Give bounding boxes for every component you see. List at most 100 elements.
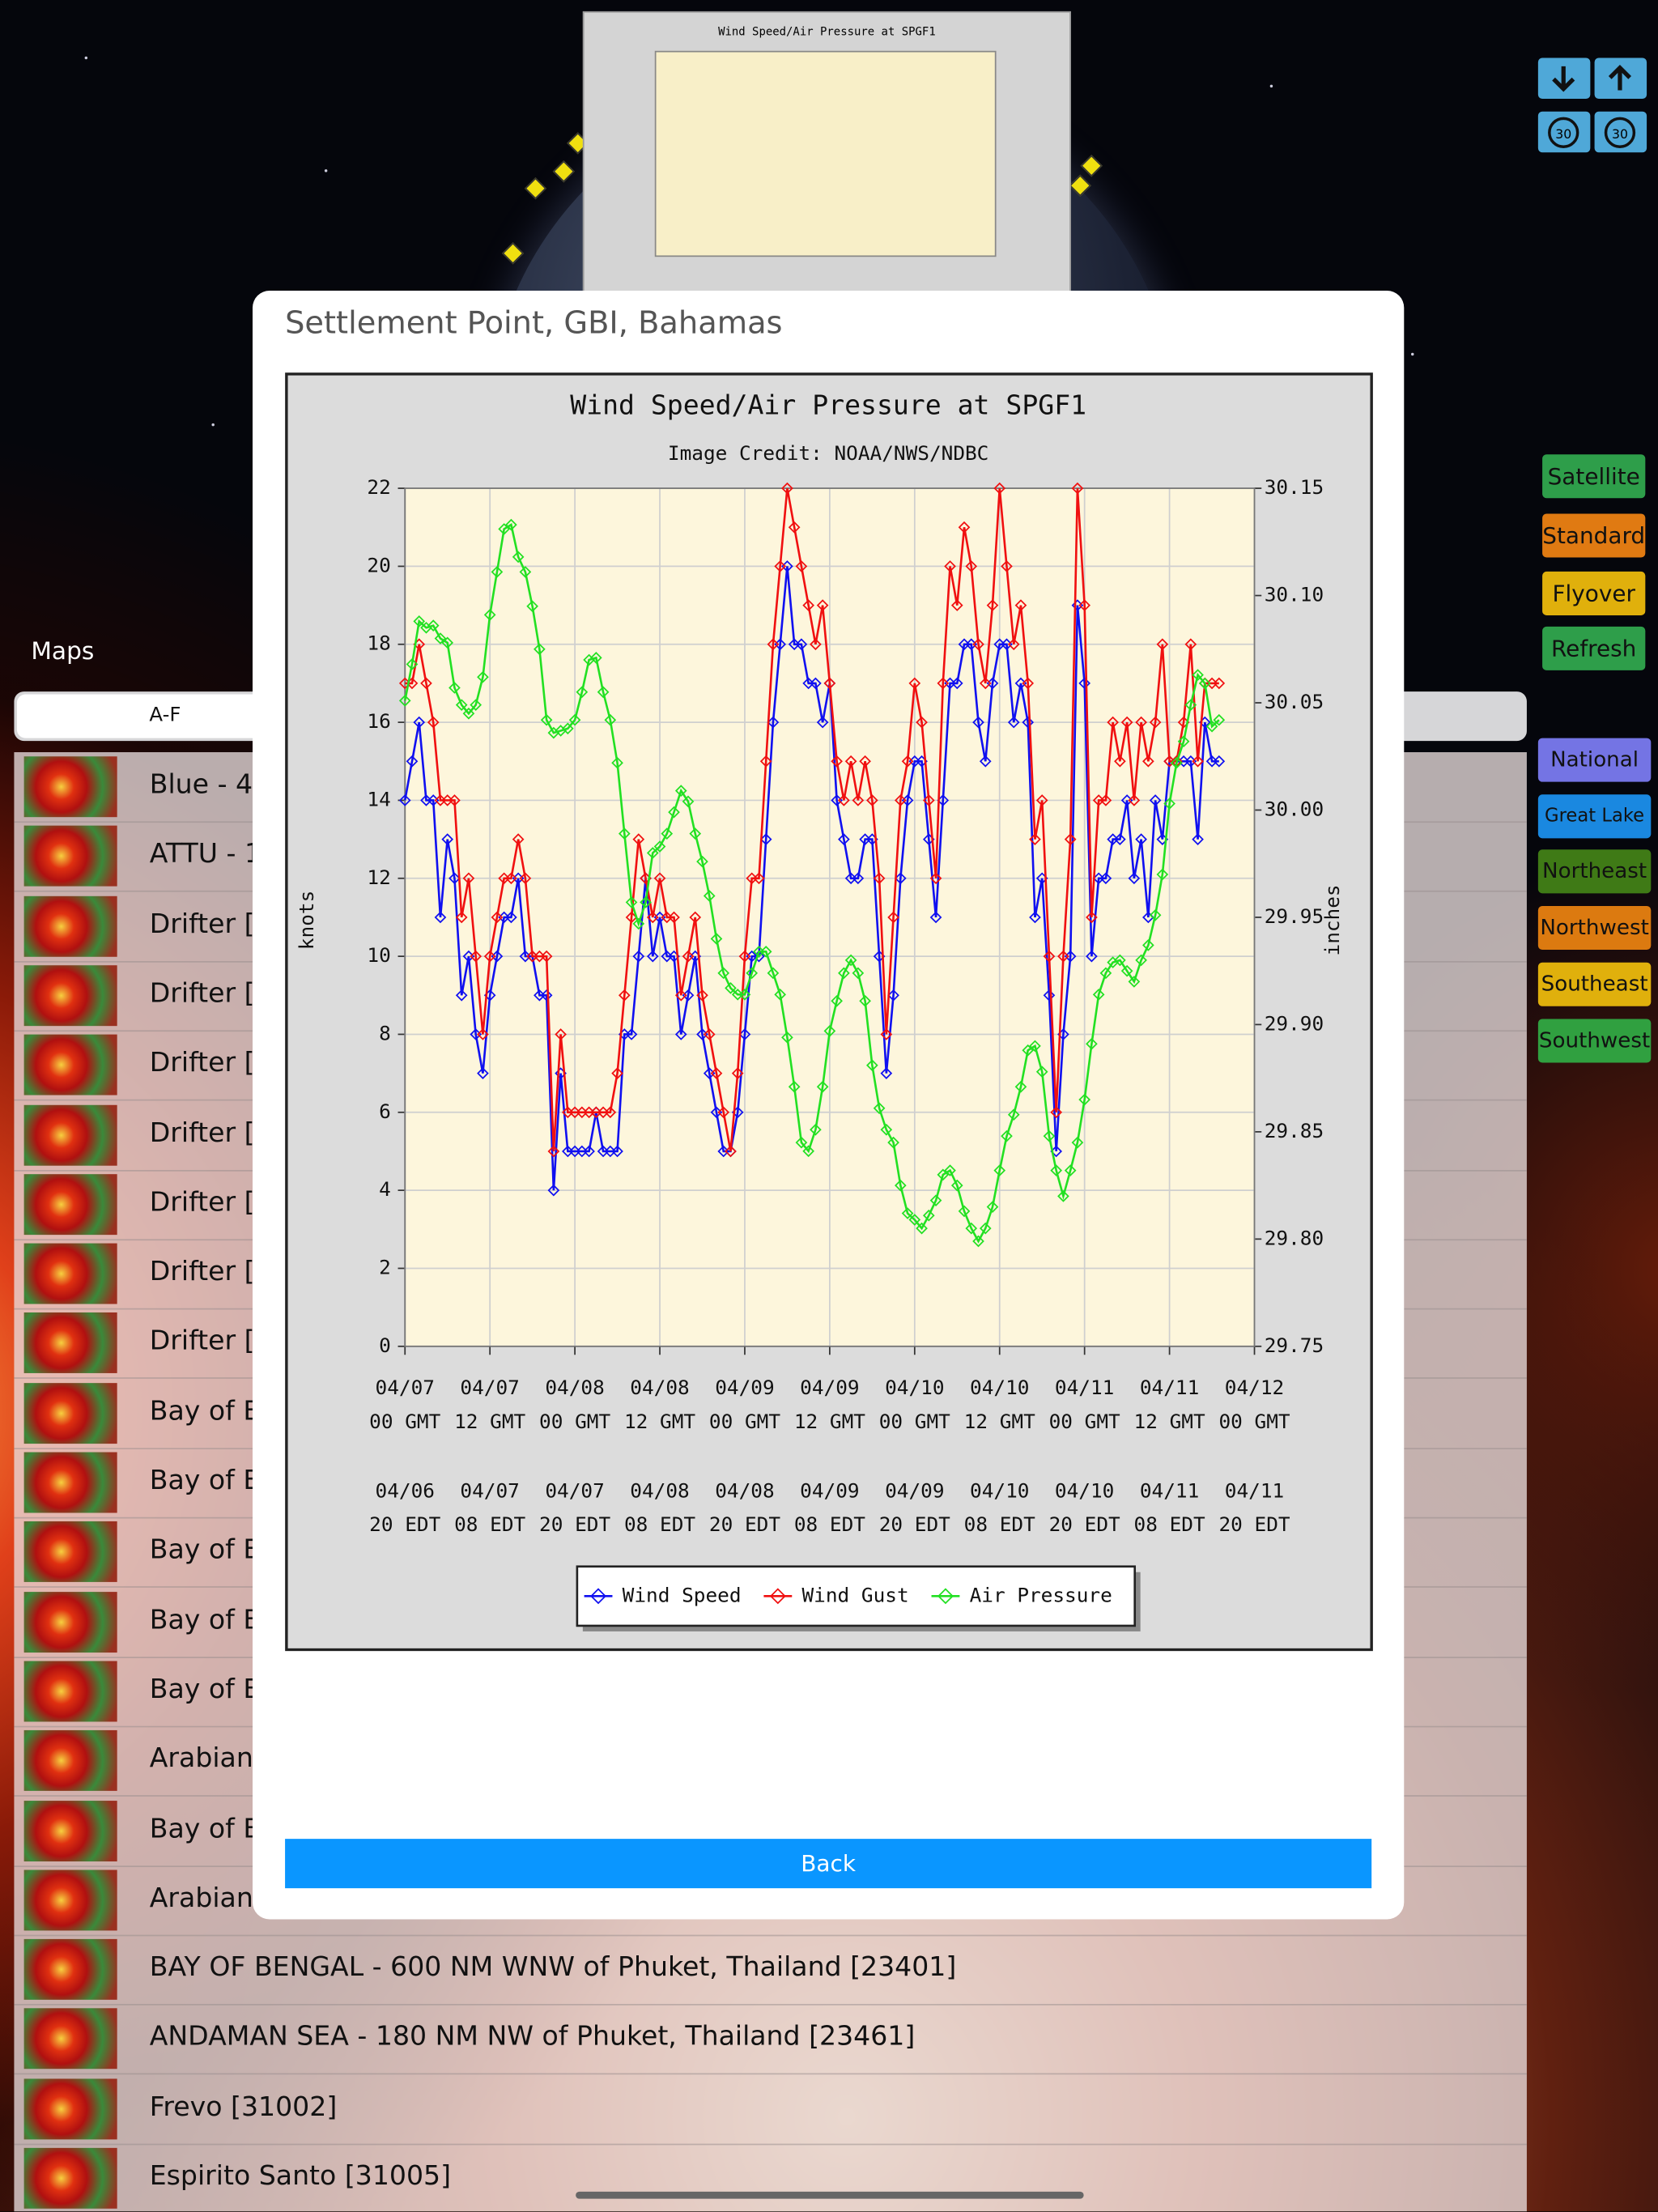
data-point	[555, 1028, 567, 1040]
data-point	[470, 950, 483, 963]
x-tick-time: 12 GMT	[964, 1410, 1035, 1433]
data-point	[611, 1145, 623, 1158]
station-thumbnail	[23, 1521, 117, 1583]
data-point	[1043, 950, 1056, 963]
data-point	[929, 911, 942, 924]
star	[1269, 84, 1273, 88]
station-row[interactable]: Arabian	[14, 1726, 1527, 1797]
data-point	[420, 677, 432, 690]
region-button[interactable]: Great Lake	[1537, 794, 1652, 839]
y2-tick-label: 30.15	[1265, 475, 1324, 499]
station-row[interactable]: ANDAMAN SEA - 180 NM NW of Phuket, Thail…	[14, 2005, 1527, 2075]
data-point	[880, 1123, 893, 1136]
station-row[interactable]: Espirito Santo [31005]	[14, 2144, 1526, 2212]
local-date: 04/11	[1225, 1478, 1284, 1502]
station-row[interactable]: Arabian	[14, 1865, 1527, 1937]
x-tick-label: 04/08	[630, 1376, 689, 1399]
data-point	[434, 632, 447, 644]
data-point	[674, 1028, 687, 1040]
data-point	[965, 560, 978, 572]
chart-subtitle: Image Credit: NOAA/NWS/NDBC	[668, 441, 988, 465]
map-marker[interactable]	[1080, 155, 1103, 177]
data-point	[682, 950, 695, 963]
map-style-button[interactable]: Standard	[1542, 513, 1646, 558]
station-row[interactable]: Bay of B	[14, 1448, 1527, 1519]
data-point	[512, 551, 525, 564]
data-point	[1071, 1136, 1084, 1149]
data-point	[1022, 716, 1035, 729]
data-point	[802, 1145, 814, 1158]
rewind-button[interactable]	[1537, 111, 1591, 153]
data-point	[618, 989, 631, 1002]
data-point	[901, 755, 914, 768]
plot-frame	[404, 487, 1256, 1347]
x-tick-time: 00 GMT	[369, 1410, 440, 1433]
map-marker[interactable]	[552, 160, 575, 183]
data-point	[866, 1059, 878, 1072]
data-point	[1001, 560, 1013, 572]
data-point	[682, 795, 695, 808]
data-point	[1213, 677, 1226, 690]
data-point	[406, 657, 419, 670]
data-point	[646, 950, 659, 963]
map-marker[interactable]	[502, 242, 525, 265]
station-thumbnail	[23, 2078, 117, 2139]
data-point	[562, 722, 574, 735]
data-point	[653, 872, 666, 885]
x-tick-label: 04/11	[1140, 1376, 1199, 1399]
y-axis-label: knots	[295, 891, 318, 950]
region-button[interactable]: Southwest	[1537, 1019, 1652, 1063]
data-point	[1050, 1164, 1063, 1176]
data-point	[413, 716, 426, 729]
station-thumbnail	[23, 1661, 117, 1722]
station-label: ANDAMAN SEA - 180 NM NW of Phuket, Thail…	[149, 2021, 916, 2053]
data-point	[958, 1205, 971, 1218]
data-point	[696, 989, 708, 1002]
map-style-button[interactable]: Satellite	[1542, 454, 1646, 499]
data-point	[738, 950, 751, 963]
data-point	[831, 755, 843, 768]
map-style-button[interactable]: Refresh	[1542, 626, 1646, 670]
station-thumbnail	[23, 895, 117, 957]
x-tick-time: 00 GMT	[1049, 1410, 1120, 1433]
region-button[interactable]: National	[1537, 738, 1652, 782]
station-row[interactable]: BAY OF BENGAL - 600 NM WNW of Phuket, Th…	[14, 1935, 1527, 2006]
map-style-button[interactable]: Flyover	[1542, 571, 1646, 615]
station-row[interactable]: Frevo [31002]	[14, 2074, 1527, 2145]
data-point	[781, 482, 793, 495]
local-date: 04/07	[545, 1478, 604, 1502]
region-button[interactable]: Northeast	[1537, 849, 1652, 894]
series-line	[403, 523, 1220, 1244]
data-point	[1177, 735, 1190, 748]
data-point	[838, 967, 850, 980]
data-point	[625, 911, 638, 924]
data-point	[611, 1067, 623, 1079]
maps-logo: Maps	[31, 637, 95, 666]
data-point	[1184, 638, 1197, 651]
data-point	[838, 833, 850, 845]
map-marker[interactable]	[524, 177, 547, 200]
data-point	[725, 982, 737, 994]
region-button[interactable]: Southeast	[1537, 962, 1652, 1006]
x-tick-label: 04/07	[460, 1376, 519, 1399]
thumbnail-plot	[654, 50, 997, 257]
data-point	[852, 794, 865, 806]
legend-label: Wind Gust	[801, 1583, 908, 1606]
x-tick-time: 12 GMT	[624, 1410, 695, 1433]
chart: Wind Speed/Air Pressure at SPGF1 Image Cr…	[285, 372, 1373, 1652]
back-button[interactable]: Back	[285, 1839, 1372, 1889]
station-thumbnail	[23, 1312, 117, 1374]
legend-marker	[590, 1588, 606, 1605]
data-point	[972, 716, 984, 729]
y-tick-label: 20	[367, 553, 390, 576]
station-label: Espirito Santo [31005]	[149, 2160, 452, 2192]
station-label: Bay of B	[149, 1534, 262, 1566]
data-point	[774, 988, 787, 1001]
data-point	[887, 1136, 899, 1149]
station-thumbnail	[23, 1034, 117, 1095]
region-button[interactable]: Northwest	[1537, 906, 1652, 951]
forward-button[interactable]	[1594, 111, 1647, 153]
data-point	[703, 1028, 716, 1040]
chart-thumbnail[interactable]: Wind Speed/Air Pressure at SPGF1	[582, 11, 1071, 292]
local-time: 20 EDT	[1049, 1512, 1120, 1536]
